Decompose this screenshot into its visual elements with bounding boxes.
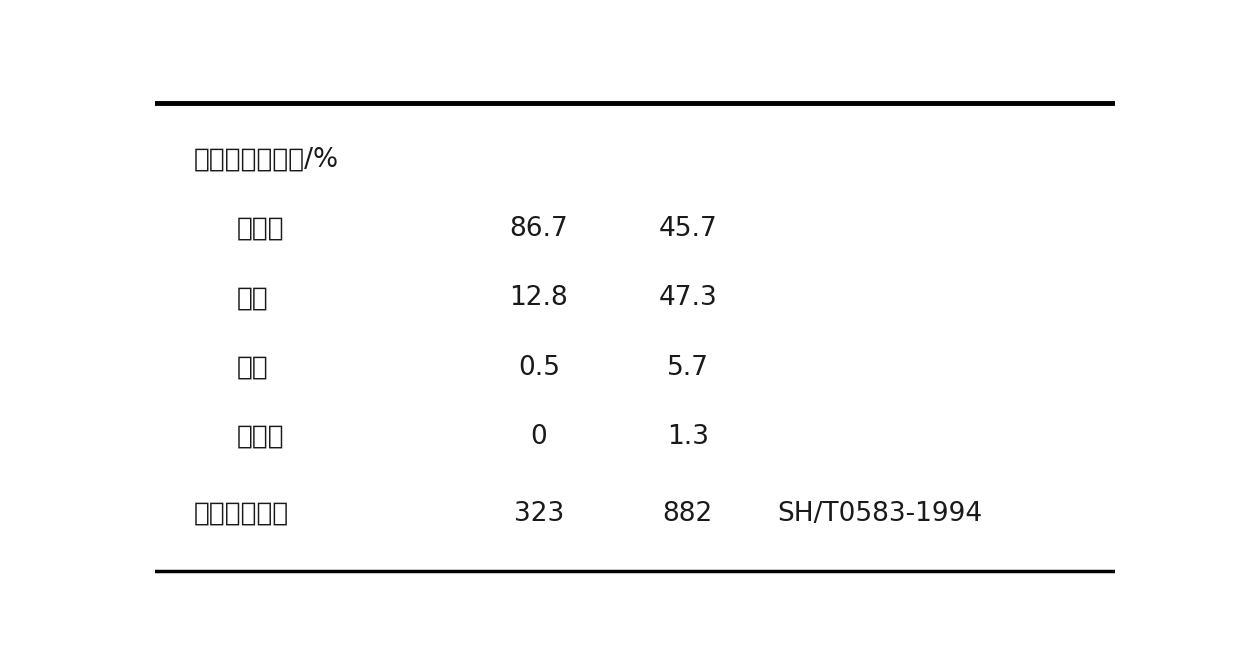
Text: 胶质: 胶质 [237,355,269,381]
Text: 饱和烃: 饱和烃 [237,216,284,242]
Text: 86.7: 86.7 [509,216,569,242]
Text: 0.5: 0.5 [518,355,560,381]
Text: 氥青质: 氥青质 [237,424,284,450]
Text: 882: 882 [663,501,712,527]
Text: 芳烃: 芳烃 [237,285,269,311]
Text: 四组分质量分数/%: 四组分质量分数/% [193,147,338,173]
Text: 0: 0 [530,424,548,450]
Text: 相对分子质量: 相对分子质量 [193,501,289,527]
Text: 47.3: 47.3 [658,285,717,311]
Text: 323: 323 [514,501,564,527]
Text: 45.7: 45.7 [658,216,717,242]
Text: 5.7: 5.7 [667,355,709,381]
Text: 12.8: 12.8 [509,285,569,311]
Text: SH/T0583-1994: SH/T0583-1994 [777,501,983,527]
Text: 1.3: 1.3 [667,424,709,450]
